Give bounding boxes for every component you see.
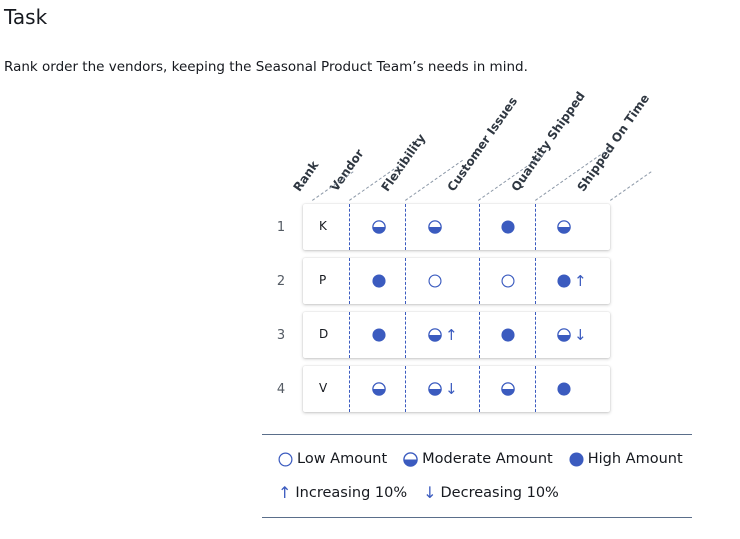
high-amount-icon bbox=[501, 220, 515, 234]
legend-moderate: Moderate Amount bbox=[403, 451, 553, 467]
moderate-amount-icon bbox=[428, 328, 442, 342]
quantity-shipped-cell bbox=[501, 273, 515, 289]
shipped-on-time-cell: ↑ bbox=[557, 273, 587, 289]
legend-increasing-label: Increasing 10% bbox=[295, 484, 408, 501]
decreasing-arrow-icon: ↓ bbox=[445, 380, 458, 398]
flexibility-cell bbox=[372, 381, 386, 397]
customer-issues-cell bbox=[428, 219, 442, 235]
vendor-label: K bbox=[319, 219, 327, 233]
column-header-rank: Rank bbox=[290, 158, 322, 194]
high-amount-icon bbox=[557, 274, 571, 288]
high-amount-icon bbox=[501, 328, 515, 342]
customer-issues-cell: ↑ bbox=[428, 327, 458, 343]
column-header-vendor: Vendor bbox=[327, 146, 367, 194]
moderate-amount-icon bbox=[557, 328, 571, 342]
high-amount-icon bbox=[557, 382, 571, 396]
column-divider bbox=[349, 366, 350, 412]
rank-number: 1 bbox=[276, 220, 286, 235]
decreasing-arrow-icon: ↓ bbox=[423, 483, 437, 502]
page-title: Task bbox=[4, 5, 48, 29]
vendor-row-p[interactable]: P ↑ bbox=[303, 258, 610, 304]
vendor-row-d[interactable]: D ↑ ↓ bbox=[303, 312, 610, 358]
rank-number: 4 bbox=[276, 382, 286, 397]
legend-trends: ↑ Increasing 10% ↓ Decreasing 10% bbox=[278, 483, 575, 502]
column-divider bbox=[349, 312, 350, 358]
shipped-on-time-cell bbox=[557, 219, 571, 235]
high-amount-icon bbox=[372, 328, 386, 342]
column-divider bbox=[405, 258, 406, 304]
moderate-amount-icon bbox=[372, 220, 386, 234]
legend-increasing: ↑ Increasing 10% bbox=[278, 483, 407, 502]
rank-number: 2 bbox=[276, 274, 286, 289]
moderate-amount-icon bbox=[403, 451, 418, 467]
vendor-label: V bbox=[319, 381, 328, 395]
increasing-arrow-icon: ↑ bbox=[445, 326, 458, 344]
customer-issues-cell bbox=[428, 273, 442, 289]
vendor-row-k[interactable]: K bbox=[303, 204, 610, 250]
low-amount-icon bbox=[501, 274, 515, 288]
low-amount-icon bbox=[278, 452, 293, 466]
legend-decreasing-label: Decreasing 10% bbox=[440, 484, 559, 501]
column-divider bbox=[349, 258, 350, 304]
flexibility-cell bbox=[372, 273, 386, 289]
moderate-amount-icon bbox=[428, 220, 442, 234]
column-divider bbox=[479, 312, 480, 358]
high-amount-icon bbox=[569, 451, 584, 467]
column-divider bbox=[479, 204, 480, 250]
shipped-on-time-cell: ↓ bbox=[557, 327, 587, 343]
legend-amounts: Low Amount Moderate Amount High Amount bbox=[278, 451, 699, 467]
high-amount-icon bbox=[372, 274, 386, 288]
column-divider bbox=[405, 366, 406, 412]
legend-divider-top bbox=[262, 434, 692, 435]
moderate-amount-icon bbox=[557, 220, 571, 234]
column-header-flexibility: Flexibility bbox=[378, 131, 429, 194]
header-guide-line bbox=[312, 171, 354, 201]
legend-high: High Amount bbox=[569, 451, 683, 467]
legend-low: Low Amount bbox=[278, 451, 387, 467]
moderate-amount-icon bbox=[428, 382, 442, 396]
legend-high-label: High Amount bbox=[587, 451, 683, 467]
column-divider bbox=[535, 204, 536, 250]
legend-divider-bottom bbox=[262, 517, 692, 518]
shipped-on-time-cell bbox=[557, 381, 571, 397]
column-divider bbox=[349, 204, 350, 250]
increasing-arrow-icon: ↑ bbox=[278, 483, 292, 502]
vendor-label: P bbox=[319, 273, 327, 287]
column-divider bbox=[535, 258, 536, 304]
column-divider bbox=[479, 258, 480, 304]
flexibility-cell bbox=[372, 327, 386, 343]
column-divider bbox=[479, 366, 480, 412]
legend-moderate-label: Moderate Amount bbox=[422, 451, 553, 467]
column-divider bbox=[535, 366, 536, 412]
moderate-amount-icon bbox=[372, 382, 386, 396]
flexibility-cell bbox=[372, 219, 386, 235]
legend-decreasing: ↓ Decreasing 10% bbox=[423, 483, 559, 502]
header-guide-line bbox=[610, 171, 652, 201]
header-guide-line bbox=[478, 154, 545, 201]
quantity-shipped-cell bbox=[501, 381, 515, 397]
quantity-shipped-cell bbox=[501, 327, 515, 343]
column-divider bbox=[405, 312, 406, 358]
vendor-row-v[interactable]: V ↓ bbox=[303, 366, 610, 412]
customer-issues-cell: ↓ bbox=[428, 381, 458, 397]
column-divider bbox=[405, 204, 406, 250]
moderate-amount-icon bbox=[501, 382, 515, 396]
low-amount-icon bbox=[428, 274, 442, 288]
legend-low-label: Low Amount bbox=[297, 451, 388, 467]
increasing-arrow-icon: ↑ bbox=[574, 272, 587, 290]
rank-number: 3 bbox=[276, 328, 286, 343]
column-divider bbox=[535, 312, 536, 358]
quantity-shipped-cell bbox=[501, 219, 515, 235]
task-instructions: Rank order the vendors, keeping the Seas… bbox=[4, 59, 528, 75]
column-header-quantity-shipped: Quantity Shipped bbox=[508, 89, 588, 194]
vendor-label: D bbox=[319, 327, 329, 341]
decreasing-arrow-icon: ↓ bbox=[574, 326, 587, 344]
